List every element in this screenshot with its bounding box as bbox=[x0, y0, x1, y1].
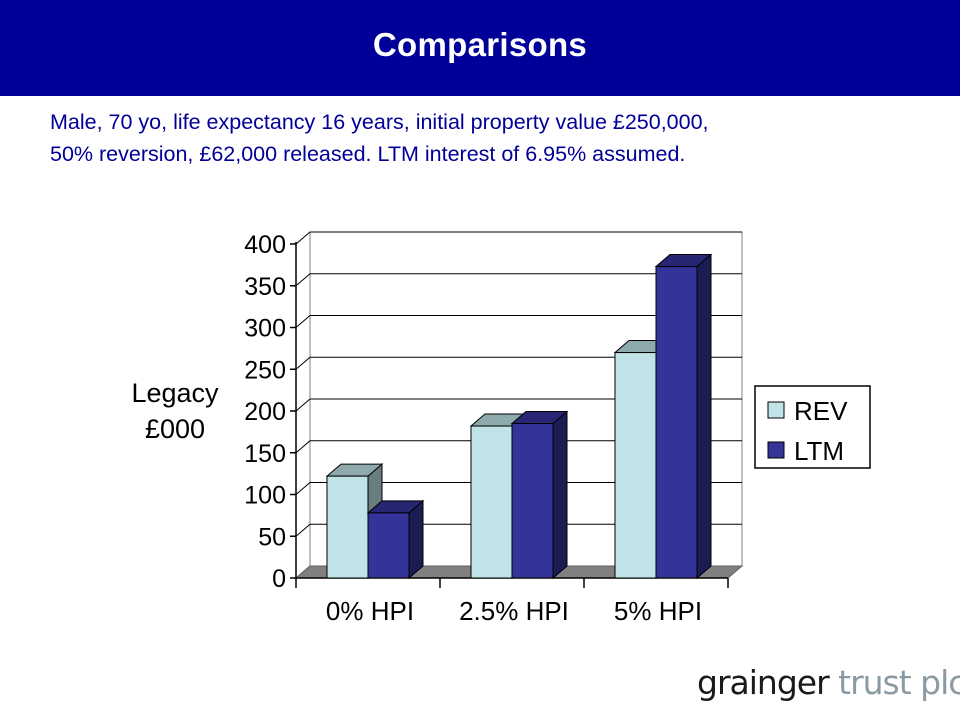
bar-ltm-1 bbox=[510, 410, 569, 580]
legend-swatch-ltm bbox=[767, 441, 785, 459]
page-title: Comparisons bbox=[372, 26, 588, 63]
x-tick-label: 0% HPI bbox=[326, 596, 414, 626]
legend-label-ltm: LTM bbox=[794, 436, 844, 466]
bar-side bbox=[696, 253, 712, 580]
gridline bbox=[295, 482, 742, 495]
description-line-2: 50% reversion, £62,000 released. LTM int… bbox=[50, 142, 686, 166]
gridline bbox=[295, 440, 742, 454]
bar-front bbox=[511, 423, 554, 579]
y-tick-label: 50 bbox=[258, 523, 286, 551]
y-axis-label: Legacy bbox=[131, 378, 219, 408]
y-tick-label: 400 bbox=[244, 231, 286, 259]
gridline bbox=[295, 523, 742, 537]
bar-front bbox=[655, 266, 698, 579]
bar-front bbox=[367, 512, 410, 579]
y-tick-label: 0 bbox=[272, 565, 286, 593]
logo-word-grainger: grainger bbox=[697, 663, 830, 702]
description-line-1: Male, 70 yo, life expectancy 16 years, i… bbox=[50, 110, 709, 134]
gridline bbox=[295, 356, 742, 370]
bar-front bbox=[326, 475, 369, 579]
bar-side bbox=[408, 499, 424, 580]
gridline bbox=[295, 273, 742, 287]
bar-ltm-2 bbox=[654, 253, 713, 580]
y-tick-label: 150 bbox=[244, 440, 286, 468]
gridline bbox=[295, 398, 742, 412]
bar-ltm-0 bbox=[366, 499, 425, 580]
y-tick-label: 100 bbox=[244, 482, 286, 510]
company-logo: grainger trust plc bbox=[697, 663, 960, 702]
legend-label-rev: REV bbox=[794, 396, 848, 426]
bar-rev-0 bbox=[325, 463, 384, 580]
x-tick-label: 5% HPI bbox=[614, 596, 702, 626]
bar-side bbox=[552, 410, 568, 580]
y-tick-label: 200 bbox=[244, 398, 286, 426]
gridline bbox=[295, 231, 742, 245]
header-bar: Comparisons bbox=[0, 0, 960, 96]
y-tick-label: 250 bbox=[244, 356, 286, 384]
y-tick-label: 350 bbox=[244, 273, 286, 301]
logo-word-trust-plc: trust plc bbox=[838, 663, 960, 702]
bar-front bbox=[614, 352, 657, 579]
chart-description: Male, 70 yo, life expectancy 16 years, i… bbox=[50, 106, 930, 170]
bar-front bbox=[470, 425, 513, 579]
legend-swatch-rev bbox=[767, 401, 785, 419]
x-tick-label: 2.5% HPI bbox=[459, 596, 569, 626]
gridline bbox=[295, 315, 742, 328]
y-axis-label: £000 bbox=[145, 414, 205, 444]
y-tick-label: 300 bbox=[244, 315, 286, 343]
